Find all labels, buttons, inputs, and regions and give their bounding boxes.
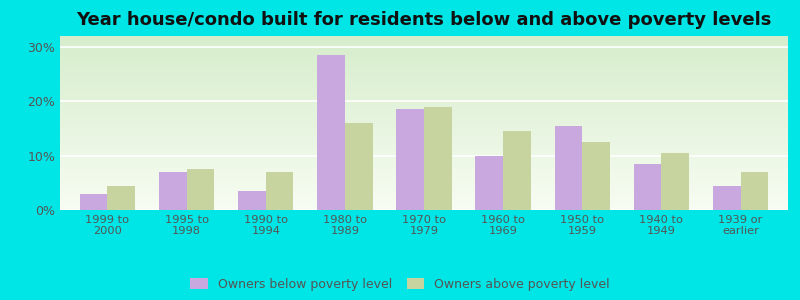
Bar [345,123,373,210]
Legend: Owners below poverty level, Owners above poverty level: Owners below poverty level, Owners above… [190,278,610,291]
Bar [317,55,345,210]
Bar [503,131,531,210]
Bar [634,164,662,210]
Bar [582,142,610,210]
Bar [80,194,107,210]
Bar [424,107,452,210]
Bar [741,172,768,210]
Bar [159,172,186,210]
Bar [266,172,294,210]
Bar [713,185,741,210]
Bar [186,169,214,210]
Bar [238,191,266,210]
Bar [107,185,135,210]
Bar [554,126,582,210]
Bar [396,110,424,210]
Title: Year house/condo built for residents below and above poverty levels: Year house/condo built for residents bel… [76,11,772,29]
Bar [475,156,503,210]
Bar [662,153,689,210]
